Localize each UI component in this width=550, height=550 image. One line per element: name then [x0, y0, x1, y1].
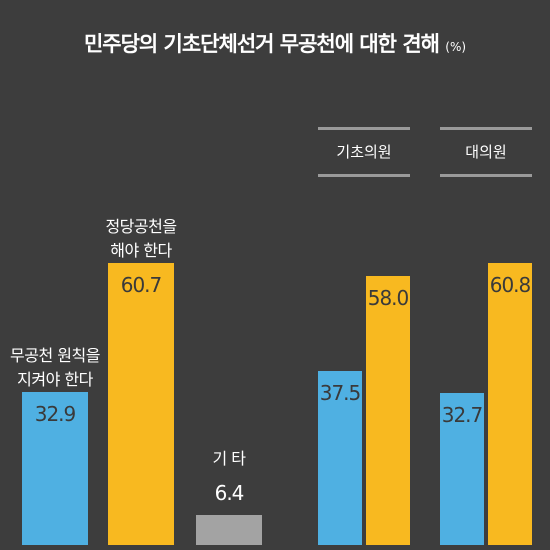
bar: [108, 263, 174, 545]
unit: (%): [445, 40, 467, 54]
category-label: 기 타: [212, 449, 246, 469]
category-label: 무공천 원칙을 지켜야 한다: [10, 346, 100, 390]
title-text: 민주당의 기초단체선거 무공천에 대한 견해: [83, 32, 440, 56]
bar: [440, 393, 484, 545]
bar: [22, 392, 88, 545]
value-label: 37.5: [319, 381, 362, 405]
value-label: 32.7: [441, 403, 484, 428]
value-label: 60.7: [120, 273, 163, 298]
value-label: 6.4: [214, 481, 245, 506]
value-label: 60.8: [489, 272, 532, 297]
category-label: 정당공천을 해야 한다: [105, 217, 177, 261]
value-label: 58.0: [367, 285, 410, 310]
bar: [488, 262, 532, 545]
bar: [318, 371, 362, 545]
group-header: 대의원: [440, 127, 532, 177]
value-label: 32.9: [34, 402, 77, 427]
bar: [366, 275, 410, 545]
chart-title: 민주당의 기초단체선거 무공천에 대한 견해 (%): [0, 28, 550, 58]
group-header: 기초의원: [318, 127, 410, 177]
bar: [196, 515, 262, 545]
